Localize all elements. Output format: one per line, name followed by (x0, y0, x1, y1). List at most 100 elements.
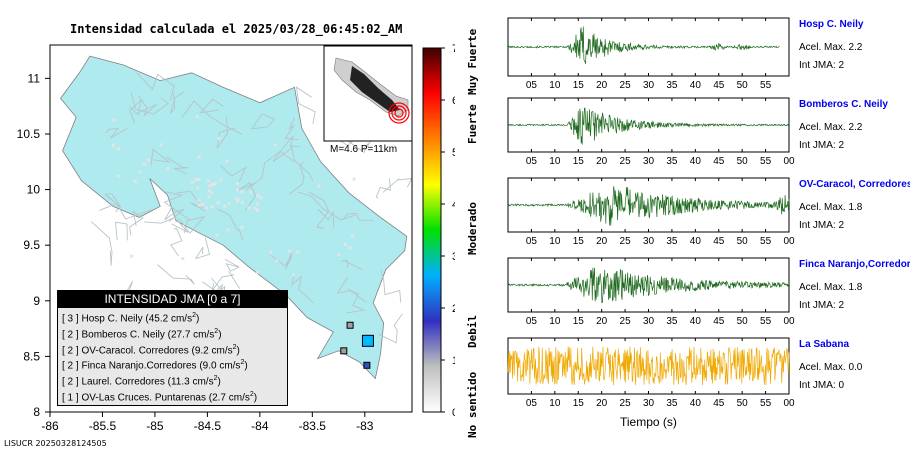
waveform-x-tick: 20 (596, 316, 608, 327)
station-accel-max: Acel. Max. 0.0 (799, 362, 863, 373)
waveform-x-tick: 50 (737, 236, 749, 247)
waveform-x-tick: 40 (690, 398, 702, 409)
colorbar-tick: 5 (452, 147, 455, 159)
legend-value: (9.2 cm/s (191, 344, 233, 356)
map-y-tick: 9.5 (23, 238, 40, 252)
station-marker (363, 361, 371, 369)
map-y-tick: 11 (28, 71, 41, 85)
footer-id: LISUCR 20250328124505 (4, 439, 107, 448)
waveform-frame (507, 257, 790, 313)
legend-row: [ 1 ] OV-Las Cruces. Puntarenas (2.7 cm/… (58, 387, 287, 403)
waveform-panel: 05 10 15 20 25 30 35 40 45 50 55 00 (507, 97, 795, 167)
station-accel-max: Acel. Max. 1.8 (799, 282, 863, 293)
waveform-x-tick: 10 (549, 236, 561, 247)
waveform-trace (507, 346, 790, 386)
waveform-x-tick: 20 (596, 156, 608, 167)
waveform-x-tick: 45 (713, 316, 725, 327)
waveform-x-tick: 50 (737, 316, 749, 327)
costa-rica-land (59, 55, 408, 380)
station-accel-max: Acel. Max. 2.2 (799, 122, 863, 133)
station-name: Hosp C. Neily (799, 19, 864, 30)
colorbar-label: Debil (466, 315, 479, 349)
map-x-tick: -84.5 (194, 419, 222, 433)
town-markers (111, 115, 356, 277)
legend-close: ) (244, 360, 248, 372)
waveform-x-tick: 25 (620, 236, 632, 247)
waveform-x-tick: 30 (643, 316, 655, 327)
legend-value: (2.7 cm/s (208, 392, 250, 404)
waveform-panel: 05 10 15 20 25 30 35 40 45 50 55 00 (507, 257, 795, 327)
waveform-x-tick: 55 (760, 156, 772, 167)
waveform-x-tick: 25 (620, 156, 632, 167)
map-x-tick: -84 (251, 419, 269, 433)
legend-unit-exp: 2 (192, 312, 196, 319)
legend-row: [ 2 ] OV-Caracol. Corredores (9.2 cm/s2) (58, 340, 287, 356)
station-jma: Int JMA: 2 (799, 220, 845, 231)
station-accel-max: Acel. Max. 2.2 (799, 42, 863, 53)
waveform-x-tick: 05 (526, 80, 538, 91)
waveform-x-tick: 35 (666, 316, 678, 327)
legend-value: (11.3 cm/s (167, 376, 214, 388)
waveform-x-tick: 35 (666, 398, 678, 409)
waveform-x-tick: 55 (760, 80, 772, 91)
legend-value: (27.7 cm/s (167, 329, 215, 341)
legend-close: ) (217, 376, 221, 388)
waveform-x-tick: 25 (620, 80, 632, 91)
colorbar-label: No sentido (466, 371, 479, 439)
map-y-tick: 10 (27, 183, 41, 197)
waveform-x-tick: 20 (596, 236, 608, 247)
legend-level: [ 2 ] (62, 376, 79, 388)
map-x-tick: -83.5 (299, 419, 327, 433)
map-x-tick: -85 (146, 419, 164, 433)
colorbar-gradient (422, 47, 442, 413)
waveform-x-tick: 30 (643, 398, 655, 409)
station-jma: Int JMA: 2 (799, 140, 845, 151)
legend-level: [ 2 ] (62, 360, 79, 372)
legend-unit-exp: 2 (249, 390, 254, 398)
waveform-xlabel: Tiempo (s) (620, 415, 677, 429)
legend-station: Bomberos C. Neily (81, 329, 165, 341)
colorbar-label: Fuerte (466, 104, 479, 144)
waveform-x-tick: 35 (666, 80, 678, 91)
colorbar-tick: 6 (452, 95, 455, 107)
waveform-trace (507, 26, 780, 64)
legend-level: [ 2 ] (62, 329, 79, 341)
legend-unit-exp: 2 (240, 359, 245, 367)
legend-unit-exp: 2 (213, 375, 218, 383)
inset-map (323, 45, 413, 142)
waveform-x-tick: 15 (573, 80, 585, 91)
waveform-panel: 05 10 15 20 25 30 35 40 45 50 55 00 (507, 177, 795, 247)
station-accel-max: Acel. Max. 1.8 (799, 202, 863, 213)
waveform-x-tick: 15 (573, 398, 585, 409)
waveform-x-tick: 55 (760, 398, 772, 409)
colorbar-tick: 2 (452, 303, 455, 315)
colorbar-tick: 3 (452, 251, 455, 263)
legend-unit-exp: 2 (214, 327, 219, 335)
station-name: Bomberos C. Neily (799, 99, 888, 110)
colorbar-label: Moderado (466, 201, 479, 255)
map-y-tick: 10.5 (17, 127, 41, 141)
waveform-x-tick: 15 (573, 316, 585, 327)
intensity-legend: INTENSIDAD JMA [0 a 7] [ 3 ] Hosp C. Nei… (57, 290, 288, 406)
station-name: Finca Naranjo,Corredores (799, 259, 910, 270)
legend-value: (9.0 cm/s (199, 360, 241, 372)
map-title: Intensidad calculada el 2025/03/28_06:45… (70, 22, 403, 36)
station-marker (340, 347, 348, 355)
station-jma: Int JMA: 2 (799, 300, 845, 311)
station-jma: Int JMA: 2 (799, 60, 845, 71)
waveform-x-tick: 10 (549, 398, 561, 409)
waveform-x-tick: 55 (760, 236, 772, 247)
legend-row: [ 3 ] Hosp C. Neily (45.2 cm/s2) (58, 308, 287, 324)
waveform-x-tick: 25 (620, 398, 632, 409)
waveform-x-tick: 35 (666, 236, 678, 247)
map-x-tick: -85.5 (89, 419, 117, 433)
legend-level: [ 3 ] (62, 313, 79, 325)
waveform-x-tick: 10 (549, 156, 561, 167)
legend-level: [ 2 ] (62, 344, 79, 356)
waveform-x-tick: 10 (549, 316, 561, 327)
waveform-x-tick: 35 (666, 156, 678, 167)
waveform-trace (507, 107, 790, 145)
waveform-x-tick: 45 (713, 156, 725, 167)
waveform-x-tick: 40 (690, 316, 702, 327)
station-marker (361, 334, 374, 347)
